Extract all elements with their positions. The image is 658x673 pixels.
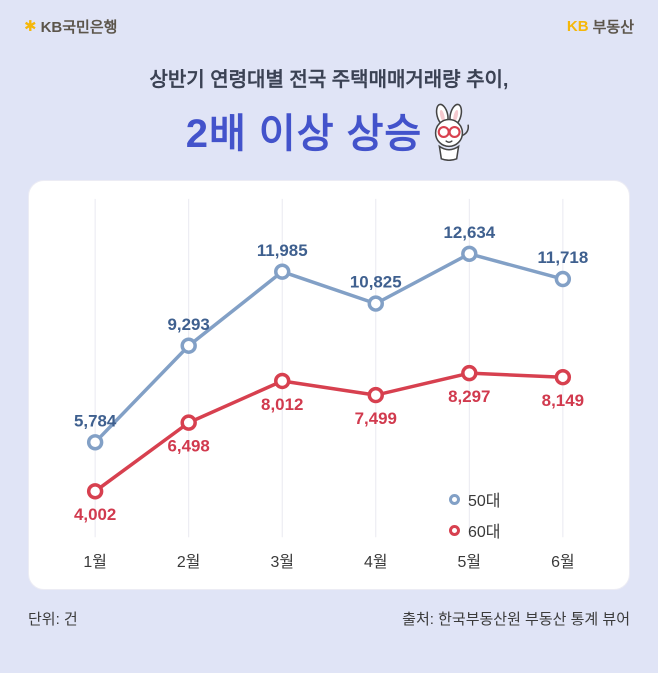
x-axis-label: 2월 — [177, 553, 200, 571]
x-axis-label: 5월 — [458, 553, 481, 571]
data-label: 4,002 — [74, 505, 116, 524]
data-point — [554, 270, 572, 288]
kb-bank-logo-text: KB국민은행 — [40, 19, 118, 36]
legend-item: 60대 — [449, 518, 501, 542]
x-axis-label: 3월 — [270, 553, 293, 571]
legend-item: 50대 — [449, 487, 501, 511]
data-point — [86, 483, 104, 500]
data-label: 7,499 — [355, 409, 397, 428]
data-point — [367, 295, 384, 312]
legend-label: 50대 — [468, 493, 501, 510]
kb-realestate-logo-kb: KB — [566, 18, 589, 35]
x-axis-label: 4월 — [364, 553, 387, 571]
data-point — [274, 372, 291, 390]
data-label: 6,498 — [168, 436, 210, 455]
rabbit-mascot-icon — [435, 103, 470, 161]
data-label: 10,825 — [350, 273, 402, 292]
data-label: 8,149 — [542, 391, 584, 410]
data-point — [86, 434, 104, 451]
kb-realestate-logo: KB 부동산 — [567, 16, 634, 37]
data-label: 12,634 — [443, 223, 495, 242]
chart-title: 상반기 연령대별 전국 주택매매거래량 추이, — [149, 69, 509, 91]
data-label: 5,784 — [74, 411, 117, 430]
legend-label: 60대 — [468, 524, 501, 541]
data-label: 8,297 — [448, 387, 490, 406]
series-line-60대 — [93, 371, 565, 494]
data-label: 9,293 — [168, 315, 210, 334]
kb-realestate-logo-suffix: 부동산 — [592, 19, 634, 36]
kb-bank-logo: ✱ KB국민은행 — [24, 16, 117, 37]
chart-subtitle: 2배 이상 상승 — [185, 112, 423, 156]
series-line-50대 — [93, 252, 565, 445]
data-label: 8,012 — [261, 395, 303, 414]
unit-label: 단위: 건 — [28, 611, 78, 628]
chart-legend: 50대 60대 — [449, 487, 501, 542]
chart-card: 1월 2월 3월 4월 5월 6월 5,784 9,293 11,985 10,825 12,634… — [28, 180, 630, 590]
line-chart: 1월 2월 3월 4월 5월 6월 5,784 9,293 11,985 10,825 12,634… — [74, 198, 588, 571]
data-point — [180, 337, 197, 354]
data-point — [274, 263, 291, 280]
data-point — [367, 386, 384, 404]
data-label: 11,985 — [257, 241, 308, 260]
x-axis-label: 1월 — [83, 553, 106, 571]
footer: 단위: 건 출처: 한국부동산원 부동산 통계 뷰어 — [28, 608, 630, 629]
data-point — [180, 414, 197, 431]
source-label: 출처: 한국부동산원 부동산 통계 뷰어 — [402, 611, 630, 628]
data-label: 11,718 — [537, 248, 588, 267]
kb-star-icon: ✱ — [24, 18, 37, 35]
legend-ring-icon — [449, 493, 460, 505]
legend-ring-icon — [449, 524, 460, 536]
x-axis-label: 6월 — [551, 553, 574, 571]
data-point — [461, 364, 478, 382]
data-point — [554, 369, 572, 386]
header: ✱ KB국민은행 KB 부동산 — [0, 0, 658, 37]
data-point — [461, 245, 478, 263]
chart-subtitle-row: 2배 이상 상승 — [0, 100, 658, 161]
